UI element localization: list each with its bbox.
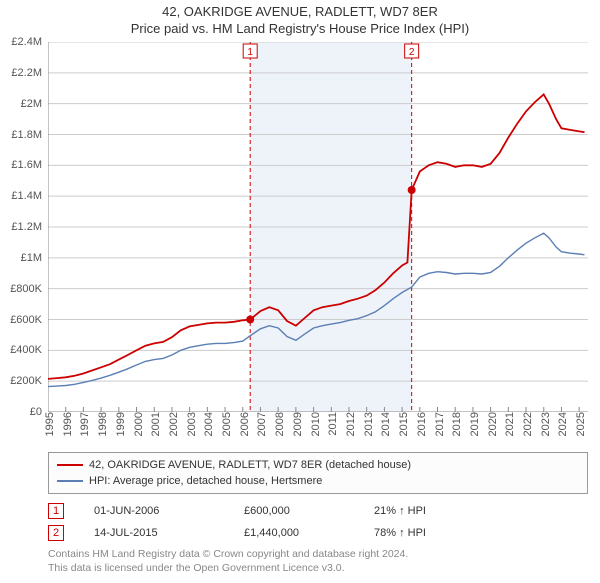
y-tick-label: £1.6M [11, 159, 42, 171]
x-tick-label: 2017 [434, 412, 446, 436]
marker-price: £1,440,000 [244, 522, 344, 544]
y-tick-label: £1M [21, 252, 42, 264]
x-tick-label: 2002 [168, 412, 180, 436]
legend-row: HPI: Average price, detached house, Hert… [57, 473, 579, 489]
y-tick-label: £0 [30, 406, 42, 418]
sale-markers-table: 1 01-JUN-2006 £600,000 21% ↑ HPI 2 14-JUL-201… [48, 500, 588, 544]
legend-swatch [57, 464, 83, 466]
y-tick-label: £2.4M [11, 36, 42, 48]
x-tick-label: 1996 [62, 412, 74, 436]
x-tick-label: 2000 [133, 412, 145, 436]
x-tick-label: 2016 [416, 412, 428, 436]
x-tick-label: 2007 [256, 412, 268, 436]
y-tick-label: £600K [10, 314, 42, 326]
x-tick-label: 1999 [115, 412, 127, 436]
x-tick-label: 2010 [310, 412, 322, 436]
y-tick-label: £1.4M [11, 190, 42, 202]
x-tick-label: 2012 [345, 412, 357, 436]
x-tick-label: 2015 [398, 412, 410, 436]
title-sub: Price paid vs. HM Land Registry's House … [0, 21, 600, 36]
x-tick-label: 2006 [239, 412, 251, 436]
legend-label: 42, OAKRIDGE AVENUE, RADLETT, WD7 8ER (d… [89, 457, 411, 473]
y-tick-label: £1.2M [11, 221, 42, 233]
x-tick-label: 1997 [79, 412, 91, 436]
x-tick-label: 2023 [540, 412, 552, 436]
x-tick-label: 2003 [186, 412, 198, 436]
marker-row: 2 14-JUL-2015 £1,440,000 78% ↑ HPI [48, 522, 588, 544]
footer-note: Contains HM Land Registry data © Crown c… [48, 548, 588, 575]
title-main: 42, OAKRIDGE AVENUE, RADLETT, WD7 8ER [0, 4, 600, 19]
marker-price: £600,000 [244, 500, 344, 522]
sale-marker-dot [246, 316, 254, 324]
footer-line2: This data is licensed under the Open Gov… [48, 562, 588, 576]
x-tick-label: 2004 [203, 412, 215, 436]
legend-swatch [57, 480, 83, 482]
x-tick-label: 1995 [44, 412, 56, 436]
y-tick-label: £200K [10, 375, 42, 387]
y-tick-label: £2.2M [11, 67, 42, 79]
svg-text:1: 1 [247, 47, 253, 58]
marker-delta: 78% ↑ HPI [374, 522, 474, 544]
x-tick-label: 2005 [221, 412, 233, 436]
marker-badge: 2 [48, 525, 64, 541]
x-tick-label: 1998 [97, 412, 109, 436]
legend-label: HPI: Average price, detached house, Hert… [89, 473, 322, 489]
svg-text:2: 2 [409, 47, 415, 58]
marker-row: 1 01-JUN-2006 £600,000 21% ↑ HPI [48, 500, 588, 522]
marker-delta: 21% ↑ HPI [374, 500, 474, 522]
x-tick-label: 2008 [274, 412, 286, 436]
x-tick-label: 2022 [522, 412, 534, 436]
marker-badge: 1 [48, 503, 64, 519]
chart-area: £0£200K£400K£600K£800K£1M£1.2M£1.4M£1.6M… [48, 42, 588, 412]
y-tick-label: £2M [21, 98, 42, 110]
x-tick-label: 2021 [504, 412, 516, 436]
x-tick-label: 2018 [451, 412, 463, 436]
x-tick-label: 2011 [327, 412, 339, 436]
x-tick-label: 2024 [557, 412, 569, 436]
legend-row: 42, OAKRIDGE AVENUE, RADLETT, WD7 8ER (d… [57, 457, 579, 473]
y-tick-label: £400K [10, 344, 42, 356]
marker-date: 14-JUL-2015 [94, 522, 214, 544]
x-tick-label: 2013 [363, 412, 375, 436]
x-tick-label: 2009 [292, 412, 304, 436]
x-tick-label: 2019 [469, 412, 481, 436]
x-tick-label: 2025 [575, 412, 587, 436]
marker-date: 01-JUN-2006 [94, 500, 214, 522]
x-tick-label: 2001 [150, 412, 162, 436]
chart-container: 42, OAKRIDGE AVENUE, RADLETT, WD7 8ER Pr… [0, 0, 600, 575]
y-tick-label: £800K [10, 283, 42, 295]
x-tick-label: 2014 [380, 412, 392, 436]
x-tick-label: 2020 [487, 412, 499, 436]
sale-marker-dot [408, 186, 416, 194]
y-tick-label: £1.8M [11, 129, 42, 141]
chart-svg: 12 [48, 42, 588, 412]
titles: 42, OAKRIDGE AVENUE, RADLETT, WD7 8ER Pr… [0, 0, 600, 36]
legend: 42, OAKRIDGE AVENUE, RADLETT, WD7 8ER (d… [48, 452, 588, 494]
